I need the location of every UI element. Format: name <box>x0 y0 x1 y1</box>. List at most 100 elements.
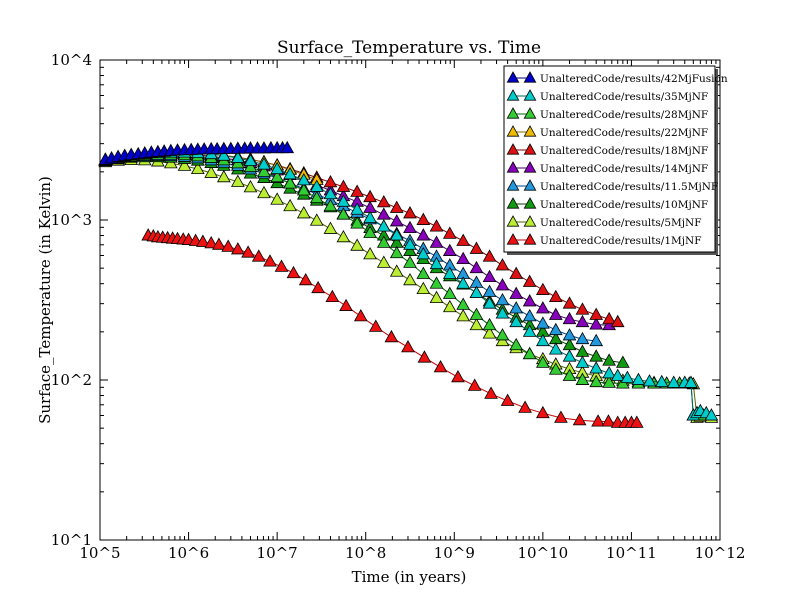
y-axis-label: Surface_Temperature (in Kelvin) <box>36 176 54 424</box>
legend-marker <box>523 215 537 227</box>
series-10-point <box>263 254 277 267</box>
series-2-point <box>666 375 681 388</box>
series-9-point <box>216 169 231 183</box>
legend-marker <box>523 161 537 173</box>
series-10-point <box>518 400 532 413</box>
series-1 <box>98 140 295 165</box>
series-5-point <box>610 314 625 328</box>
x-tick-label: 10^5 <box>79 544 120 562</box>
series-3-point <box>522 346 537 360</box>
series-2-point <box>336 194 351 207</box>
series-9-point <box>429 290 444 304</box>
series-10-point <box>384 329 399 343</box>
series-2-point <box>654 374 669 388</box>
series-2-point <box>602 366 616 379</box>
series-3-point <box>602 375 616 388</box>
series-10-point <box>241 245 255 258</box>
series-2-point <box>296 173 311 186</box>
legend-marker <box>523 89 537 101</box>
series-2-point <box>536 333 550 347</box>
series-9-point <box>283 198 297 212</box>
x-tick-label: 10^6 <box>168 544 209 562</box>
series-5-point <box>336 179 351 192</box>
x-tick-label: 10^10 <box>517 544 568 562</box>
series-3-point <box>575 372 590 385</box>
series-3-point <box>536 355 550 368</box>
legend-marker <box>523 233 537 245</box>
series-2-point <box>589 361 604 374</box>
series-6-point <box>522 294 537 307</box>
series-2-point <box>376 219 391 232</box>
legend-entry: UnalteredCode/results/42MjFusion <box>506 71 728 85</box>
legend-marker <box>523 143 537 155</box>
x-tick-label: 10^7 <box>257 544 298 562</box>
series-3-point <box>296 183 311 196</box>
series-1-point <box>280 140 295 154</box>
series-10-point <box>339 298 353 311</box>
series-2-point <box>469 285 484 298</box>
legend-marker <box>506 197 520 209</box>
legend-label: UnalteredCode/results/1MjNF <box>540 235 702 247</box>
series-2-point <box>416 247 431 260</box>
series-5-point <box>482 249 497 262</box>
series-10-point <box>298 272 313 286</box>
series-9-point <box>376 255 391 268</box>
series-6-point <box>469 260 484 274</box>
series-10-point <box>591 414 605 427</box>
series-3-point <box>416 266 431 279</box>
x-axis-label: Time (in years) <box>352 568 467 586</box>
legend-label: UnalteredCode/results/5MjNF <box>540 217 702 229</box>
series-5-point <box>429 219 444 232</box>
chart-title: Surface_Temperature vs. Time <box>277 38 541 58</box>
series-2-point <box>389 228 404 241</box>
series-5-point <box>469 241 484 254</box>
series-3-point <box>589 374 604 388</box>
series-2-point <box>509 314 524 328</box>
legend-marker <box>506 89 520 101</box>
legend-label: UnalteredCode/results/35MjNF <box>540 91 708 103</box>
legend-box <box>503 65 716 253</box>
series-7-point <box>589 333 604 347</box>
series-3-point <box>548 362 563 375</box>
legend-marker <box>523 71 537 83</box>
series-10-point <box>500 393 515 406</box>
series-9-point <box>309 213 324 226</box>
series-10-point <box>368 319 383 332</box>
series-3-point <box>270 169 284 183</box>
series-3-point <box>376 235 391 248</box>
series-6-point <box>536 301 550 314</box>
series-6-point <box>389 214 404 227</box>
series-10-point <box>325 289 340 302</box>
legend: UnalteredCode/results/42MjFusion Unaltere… <box>503 65 728 255</box>
series-5-point <box>363 189 377 203</box>
legend-label: UnalteredCode/results/22MjNF <box>540 127 708 139</box>
series-10-point <box>572 412 587 426</box>
series-3-point <box>495 328 510 341</box>
series-6-point <box>509 286 524 299</box>
x-tick-label: 10^11 <box>606 544 657 562</box>
series-10-point <box>484 386 498 399</box>
series-10-point <box>467 378 482 391</box>
series-9-point <box>469 317 484 331</box>
series-2-point <box>283 166 297 180</box>
series-2-point <box>270 161 284 175</box>
series-6-point <box>429 235 444 248</box>
series-10 <box>141 228 644 428</box>
series-6-point <box>495 278 510 291</box>
legend-entry: UnalteredCode/results/14MjNF <box>506 161 708 175</box>
series-2-point <box>216 148 231 161</box>
series-2-point <box>522 324 537 337</box>
series-6-point <box>562 311 577 325</box>
series-6-point <box>416 228 431 241</box>
series-10-point <box>204 235 219 249</box>
series-10-point <box>417 350 432 363</box>
series-6-point <box>589 317 604 330</box>
legend-label: UnalteredCode/results/11.5MjNF <box>540 181 718 193</box>
legend-marker <box>523 107 537 119</box>
series-7-point <box>495 292 510 306</box>
series-10-point <box>230 242 245 255</box>
legend-entry: UnalteredCode/results/35MjNF <box>506 89 708 103</box>
series-3-point <box>323 198 338 212</box>
series-10-point <box>451 369 465 383</box>
